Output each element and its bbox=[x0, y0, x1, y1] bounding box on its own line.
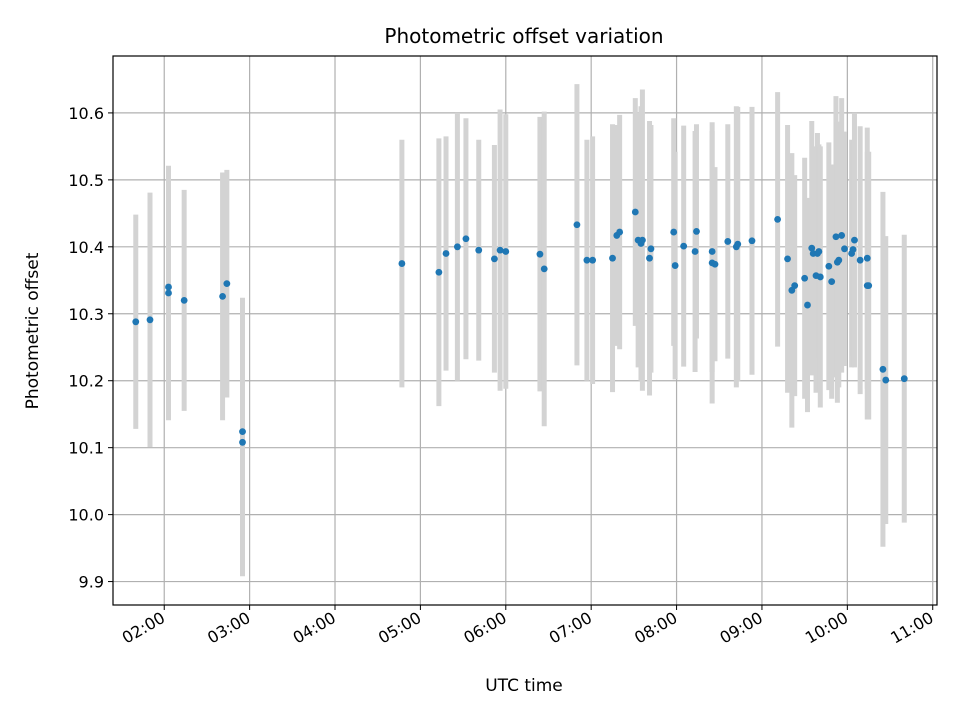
data-point bbox=[442, 250, 450, 257]
y-tick-label: 10.5 bbox=[68, 171, 104, 190]
y-tick-label: 10.4 bbox=[68, 238, 104, 257]
x-tick-label: 02:00 bbox=[119, 608, 168, 648]
data-point bbox=[711, 260, 719, 268]
y-axis: 9.9 10.0 10.1 10.2 10.3 10.4 10.5 10.6 bbox=[68, 104, 113, 592]
data-point bbox=[900, 375, 908, 383]
data-point bbox=[462, 235, 470, 243]
y-tick-label: 10.3 bbox=[68, 305, 104, 324]
data-point bbox=[748, 237, 756, 245]
data-point bbox=[502, 248, 510, 255]
data-point bbox=[646, 254, 653, 262]
x-tick-label: 11:00 bbox=[887, 608, 936, 648]
x-tick-label: 06:00 bbox=[460, 608, 509, 648]
data-point bbox=[734, 240, 742, 248]
data-point bbox=[835, 256, 843, 264]
x-tick-label: 03:00 bbox=[204, 608, 253, 648]
data-point bbox=[856, 256, 864, 264]
plot-area bbox=[113, 56, 937, 605]
data-point bbox=[639, 236, 646, 244]
data-point bbox=[165, 283, 172, 291]
data-point bbox=[791, 282, 799, 290]
data-point bbox=[680, 242, 688, 250]
x-tick-label: 08:00 bbox=[631, 608, 680, 648]
data-point bbox=[435, 268, 443, 276]
data-point bbox=[670, 228, 678, 236]
data-point bbox=[865, 282, 873, 290]
x-tick-label: 07:00 bbox=[546, 608, 595, 648]
x-tick-label: 04:00 bbox=[290, 608, 339, 648]
data-point bbox=[816, 273, 824, 281]
data-point bbox=[784, 255, 791, 263]
data-point bbox=[838, 232, 846, 239]
chart-title: Photometric offset variation bbox=[384, 24, 663, 48]
plot-frame bbox=[112, 55, 938, 606]
data-point bbox=[573, 221, 581, 229]
data-point bbox=[398, 260, 406, 267]
data-points bbox=[132, 208, 908, 446]
data-point bbox=[828, 278, 836, 286]
y-tick-label: 10.0 bbox=[68, 506, 104, 525]
y-tick-label: 9.9 bbox=[79, 573, 104, 592]
y-tick-label: 10.6 bbox=[68, 104, 104, 123]
data-point bbox=[774, 215, 782, 223]
x-tick-label: 10:00 bbox=[802, 608, 851, 648]
data-point bbox=[496, 246, 504, 254]
data-point bbox=[691, 248, 699, 255]
data-point bbox=[219, 292, 226, 300]
data-point bbox=[724, 238, 732, 245]
data-point bbox=[804, 301, 811, 309]
data-point bbox=[708, 248, 716, 255]
data-point bbox=[647, 245, 655, 253]
grid bbox=[113, 56, 937, 605]
x-tick-label: 05:00 bbox=[375, 608, 424, 648]
data-point bbox=[863, 254, 871, 262]
data-point bbox=[808, 244, 816, 252]
data-point bbox=[589, 256, 596, 264]
data-point bbox=[132, 318, 140, 326]
data-point bbox=[832, 233, 840, 241]
y-axis-label: Photometric offset bbox=[23, 252, 43, 409]
data-point bbox=[239, 428, 246, 435]
data-point bbox=[841, 245, 848, 253]
data-point bbox=[609, 254, 616, 262]
data-point bbox=[239, 438, 246, 446]
x-axis-label: UTC time bbox=[485, 676, 563, 696]
data-point bbox=[165, 289, 172, 297]
data-point bbox=[536, 250, 544, 258]
data-point bbox=[475, 246, 483, 254]
data-point bbox=[879, 365, 887, 373]
data-point bbox=[631, 208, 639, 216]
y-tick-label: 10.1 bbox=[68, 439, 104, 458]
x-tick-label: 09:00 bbox=[717, 608, 766, 648]
data-point bbox=[583, 256, 591, 264]
data-point bbox=[540, 265, 548, 273]
data-point bbox=[616, 228, 624, 236]
data-point bbox=[693, 228, 700, 235]
data-point bbox=[180, 296, 188, 304]
data-point bbox=[491, 255, 498, 263]
data-point bbox=[825, 262, 833, 270]
data-point bbox=[815, 248, 823, 255]
data-point bbox=[851, 236, 858, 244]
data-point bbox=[882, 376, 890, 384]
y-tick-label: 10.2 bbox=[68, 372, 104, 391]
data-point bbox=[454, 243, 461, 251]
data-point bbox=[801, 274, 809, 282]
data-point bbox=[671, 262, 679, 269]
x-axis: 02:00 03:00 04:00 05:00 06:00 07:00 08:00 09:00… bbox=[119, 605, 937, 648]
data-point bbox=[223, 280, 231, 288]
data-point bbox=[849, 246, 857, 253]
data-point bbox=[146, 316, 154, 324]
